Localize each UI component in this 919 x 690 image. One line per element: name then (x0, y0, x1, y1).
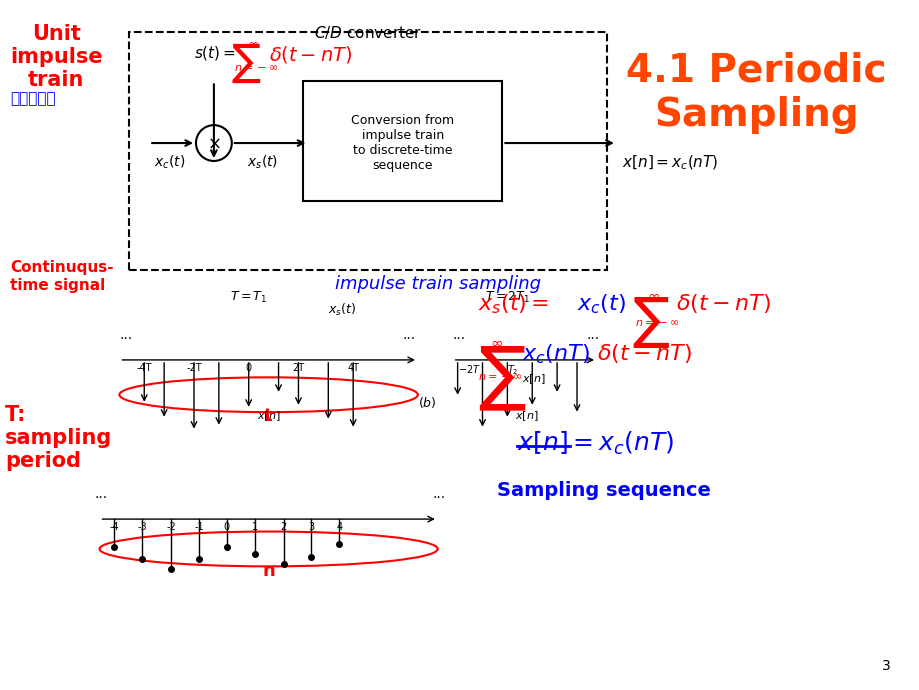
Text: $\infty$: $\infty$ (246, 37, 258, 50)
Text: $-2T$: $-2T$ (457, 363, 480, 375)
Text: $x_c(nT)$: $x_c(nT)$ (522, 342, 590, 366)
Text: Conversion from
impulse train
to discrete-time
sequence: Conversion from impulse train to discret… (351, 114, 454, 172)
Text: -1: -1 (194, 522, 203, 532)
Text: ...: ... (95, 487, 108, 501)
Text: $s(t)=$: $s(t)=$ (194, 43, 235, 61)
Text: $T = 2T_1$: $T = 2T_1$ (484, 290, 529, 306)
Text: $x[n] = x_c(nT)$: $x[n] = x_c(nT)$ (516, 430, 674, 457)
Text: $C/D$ converter: $C/D$ converter (313, 23, 422, 41)
Text: 0: 0 (245, 363, 252, 373)
Text: $\sum$: $\sum$ (631, 295, 669, 351)
Text: ...: ... (586, 328, 599, 342)
Text: $x_c(t)$: $x_c(t)$ (576, 293, 625, 316)
Text: 1: 1 (251, 522, 257, 532)
Text: 3: 3 (880, 660, 890, 673)
Text: $(b)$: $(b)$ (417, 395, 436, 410)
Text: 2T: 2T (292, 363, 304, 373)
Text: 4T: 4T (346, 363, 358, 373)
Text: $T = T_1$: $T = T_1$ (230, 290, 267, 306)
Text: $\sum$: $\sum$ (231, 41, 261, 85)
Text: 0: 0 (223, 522, 230, 532)
Text: -4: -4 (109, 522, 119, 532)
Text: $x[n] = x_c(nT)$: $x[n] = x_c(nT)$ (621, 154, 718, 172)
Text: Sampling sequence: Sampling sequence (497, 482, 710, 500)
Text: $x_s(t)$: $x_s(t)$ (328, 302, 357, 318)
Text: 3: 3 (308, 522, 314, 532)
Text: $x[n]$: $x[n]$ (256, 410, 280, 424)
Text: $\infty$: $\infty$ (646, 288, 659, 304)
Text: $x[n]$: $x[n]$ (515, 410, 539, 424)
Text: T:
sampling
period: T: sampling period (5, 405, 112, 471)
Text: $\delta(t-nT)$: $\delta(t-nT)$ (675, 293, 770, 315)
Text: $x_s(t) = $: $x_s(t) = $ (477, 293, 548, 316)
FancyBboxPatch shape (303, 81, 502, 201)
Text: $n=-\infty$: $n=-\infty$ (634, 318, 678, 328)
Text: 4: 4 (335, 522, 342, 532)
Text: $\mathbf{t}$: $\mathbf{t}$ (263, 406, 274, 424)
Text: Continuqus-
time signal: Continuqus- time signal (10, 260, 113, 293)
Text: $n=-\infty$: $n=-\infty$ (477, 372, 521, 382)
Text: -4T: -4T (136, 363, 152, 373)
Text: 冲激串序列: 冲激串序列 (10, 91, 55, 106)
Text: $\mathbf{n}$: $\mathbf{n}$ (262, 562, 275, 580)
Text: $x[n]$: $x[n]$ (522, 372, 545, 386)
Text: $n=-\infty$: $n=-\infty$ (233, 63, 278, 73)
Text: $x_s(t)$: $x_s(t)$ (246, 154, 278, 171)
Text: -3: -3 (137, 522, 147, 532)
Text: $T_2$: $T_2$ (506, 363, 518, 377)
Text: impulse train sampling: impulse train sampling (335, 275, 540, 293)
Text: $\infty$: $\infty$ (490, 335, 503, 350)
Text: ...: ... (432, 487, 446, 501)
Text: $\sum$: $\sum$ (477, 345, 525, 413)
Text: -2T: -2T (186, 363, 201, 373)
Text: ...: ... (119, 328, 132, 342)
Text: 2: 2 (280, 522, 287, 532)
Text: $x_c(t)$: $x_c(t)$ (154, 154, 186, 171)
Text: $\times$: $\times$ (207, 134, 221, 152)
Text: $\delta(t-nT)$: $\delta(t-nT)$ (596, 342, 691, 365)
Text: Unit
impulse
train: Unit impulse train (10, 23, 102, 90)
Text: -2: -2 (166, 522, 176, 532)
Text: ...: ... (403, 328, 415, 342)
Text: 4.1 Periodic
Sampling: 4.1 Periodic Sampling (625, 52, 885, 134)
Text: $\delta(t-nT)$: $\delta(t-nT)$ (268, 43, 352, 65)
Text: ...: ... (452, 328, 465, 342)
